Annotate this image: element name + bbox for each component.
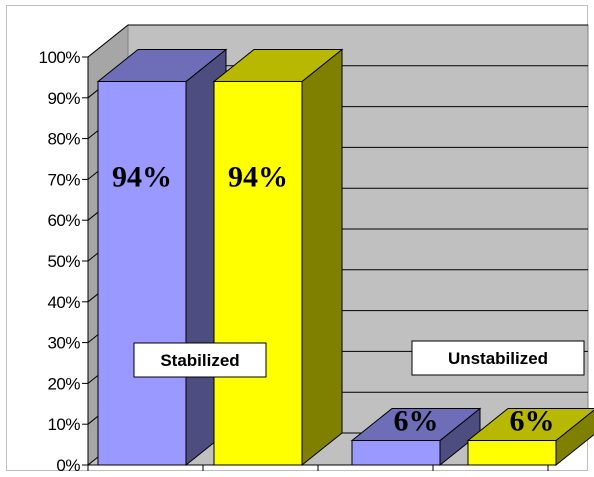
y-tick-label: 10% <box>47 415 80 434</box>
category-label: Unstabilized <box>411 340 585 376</box>
bar <box>467 440 557 466</box>
data-label: 94% <box>112 160 172 193</box>
category-label: Stabilized <box>133 342 267 378</box>
y-tick-label: 30% <box>47 334 80 353</box>
bar <box>97 80 187 466</box>
bar <box>351 440 441 466</box>
data-labels: 94% 94% 6% 6% <box>112 160 555 437</box>
data-label: 6% <box>394 405 439 438</box>
y-tick-label: 60% <box>47 211 80 230</box>
bar-side <box>301 48 343 467</box>
bar <box>213 80 303 466</box>
category-label-text: Stabilized <box>160 351 239 370</box>
y-tick-label: 90% <box>47 89 80 108</box>
category-label-text: Unstabilized <box>448 349 548 368</box>
y-tick-labels: 0% 10% 20% 30% 40% 50% 60% 70% 80% 90% 100% <box>39 48 81 475</box>
y-tick-label: 100% <box>39 48 81 67</box>
y-tick-label: 40% <box>47 293 80 312</box>
y-tick-label: 50% <box>47 252 80 271</box>
data-label: 94% <box>228 160 288 193</box>
gridline-side <box>87 24 129 58</box>
data-label: 6% <box>510 405 555 438</box>
y-tick-label: 80% <box>47 130 80 149</box>
category-label-box <box>133 342 267 378</box>
y-tick-label: 70% <box>47 170 80 189</box>
bars <box>96 48 594 467</box>
y-tick-label: 20% <box>47 374 80 393</box>
y-tick-label: 0% <box>56 456 80 475</box>
category-label-box <box>411 340 585 376</box>
category-labels: Stabilized Unstabilized <box>133 340 585 378</box>
